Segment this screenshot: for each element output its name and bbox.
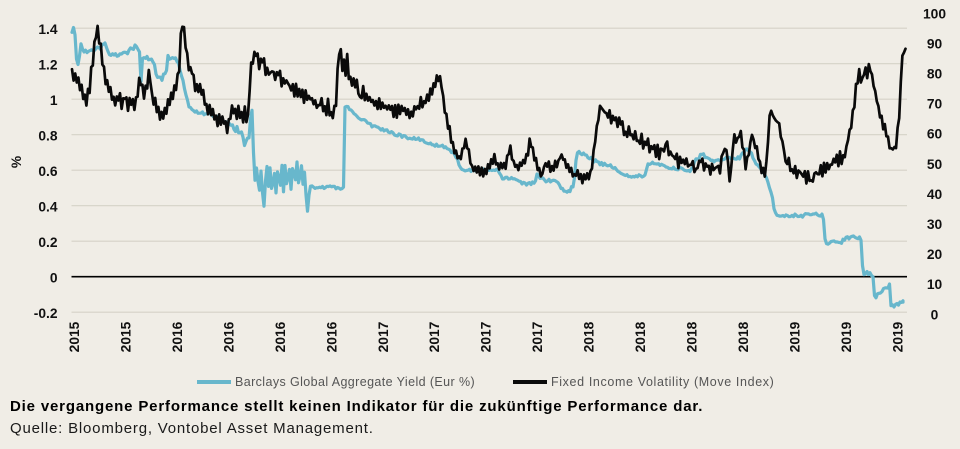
svg-text:30: 30: [927, 217, 943, 232]
svg-text:2018: 2018: [633, 321, 648, 352]
svg-text:1.2: 1.2: [38, 58, 58, 73]
svg-text:2015: 2015: [119, 321, 134, 352]
svg-text:90: 90: [927, 36, 943, 51]
svg-text:0.8: 0.8: [38, 129, 58, 144]
svg-text:2016: 2016: [324, 321, 339, 352]
svg-text:0.2: 0.2: [38, 235, 58, 250]
svg-text:80: 80: [927, 67, 943, 82]
svg-text:70: 70: [927, 97, 943, 112]
svg-text:2017: 2017: [376, 321, 391, 352]
svg-text:2016: 2016: [170, 321, 185, 352]
svg-text:2017: 2017: [479, 321, 494, 352]
svg-text:1: 1: [50, 93, 58, 108]
svg-text:2015: 2015: [67, 321, 82, 352]
svg-text:2019: 2019: [839, 321, 854, 352]
svg-text:Barclays Global Aggregate Yiel: Barclays Global Aggregate Yield (Eur %): [235, 375, 475, 389]
svg-text:2019: 2019: [788, 321, 803, 352]
svg-text:0: 0: [931, 307, 939, 322]
svg-text:100: 100: [923, 6, 946, 21]
svg-text:40: 40: [927, 187, 943, 202]
svg-text:2016: 2016: [221, 321, 236, 352]
svg-text:%: %: [9, 156, 24, 168]
svg-text:2018: 2018: [685, 321, 700, 352]
svg-text:2016: 2016: [273, 321, 288, 352]
svg-text:2019: 2019: [890, 321, 905, 352]
svg-text:1.4: 1.4: [38, 22, 58, 37]
svg-text:Fixed Income Volatility (Move: Fixed Income Volatility (Move Index): [551, 375, 774, 389]
svg-text:20: 20: [927, 247, 943, 262]
svg-text:-0.2: -0.2: [34, 306, 58, 321]
svg-text:60: 60: [927, 127, 943, 142]
svg-text:0.6: 0.6: [38, 164, 58, 179]
svg-text:0.4: 0.4: [38, 200, 58, 215]
svg-text:2017: 2017: [530, 321, 545, 352]
svg-text:0: 0: [50, 271, 58, 286]
svg-text:50: 50: [927, 157, 943, 172]
svg-text:2018: 2018: [582, 321, 597, 352]
svg-text:2017: 2017: [427, 321, 442, 352]
svg-text:2018: 2018: [736, 321, 751, 352]
svg-text:10: 10: [927, 277, 943, 292]
